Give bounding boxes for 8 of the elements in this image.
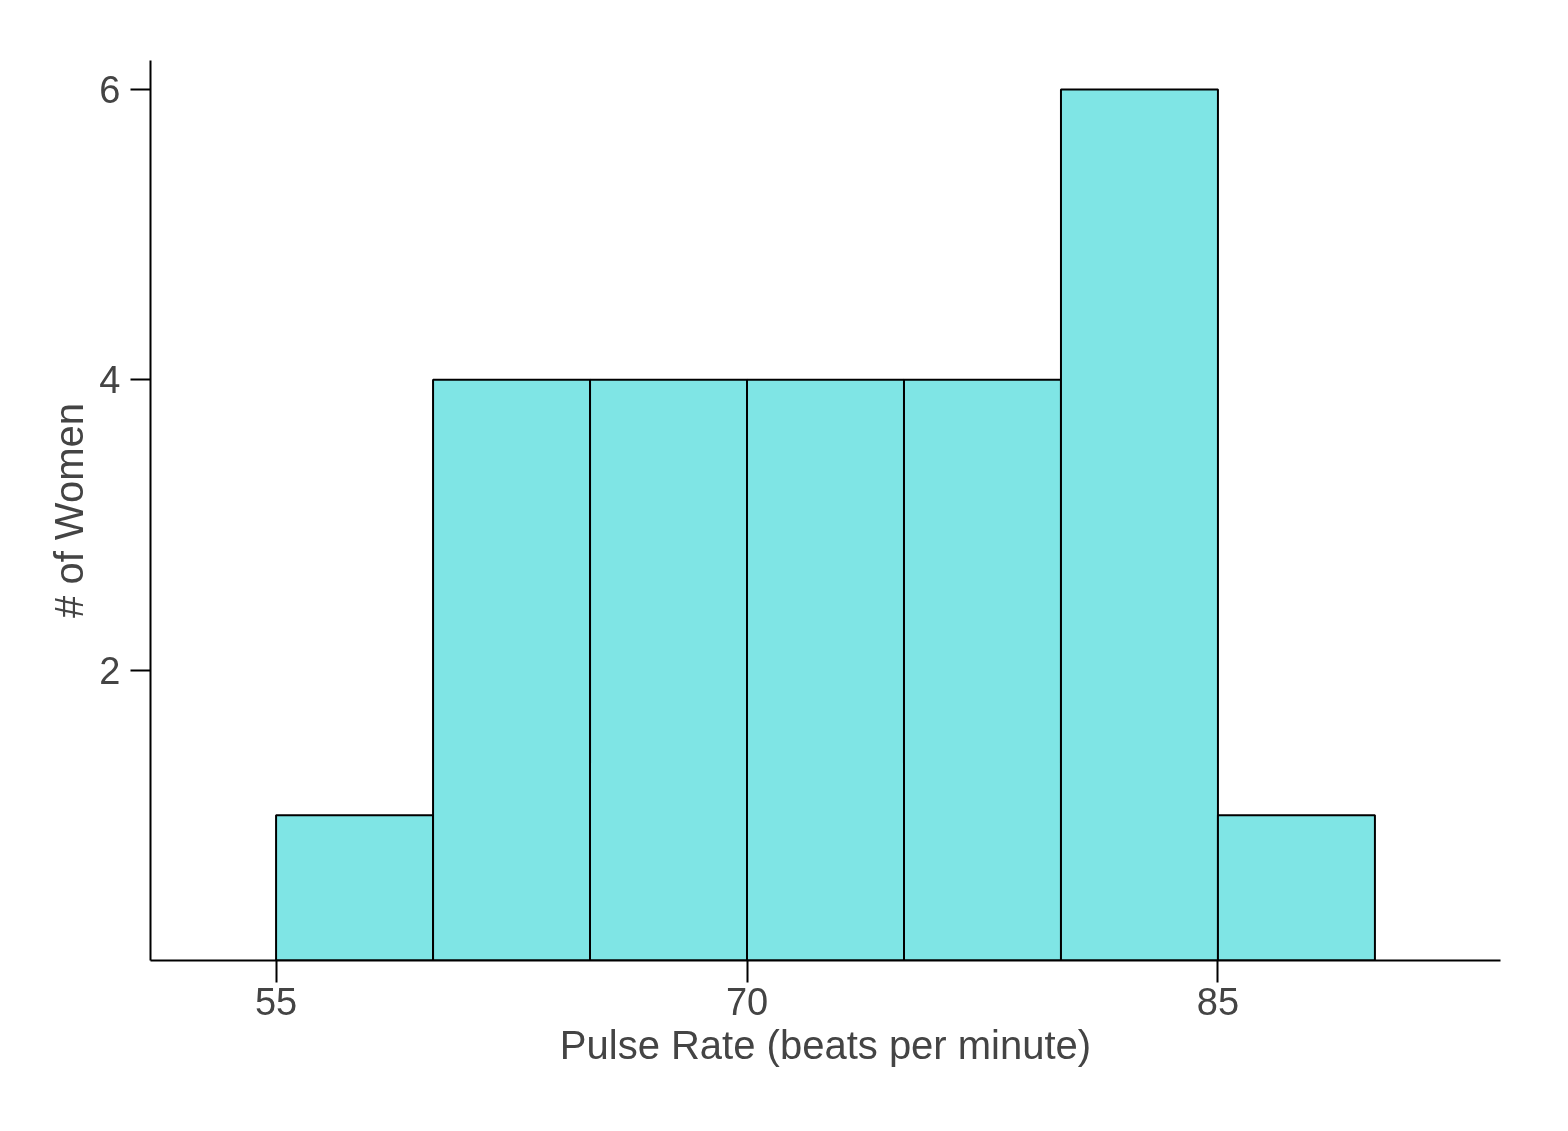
y-tick-label: 2 [99,649,121,692]
x-tick-label: 70 [725,980,769,1023]
y-tick-label: 4 [99,359,121,402]
y-axis-title: # of Women [47,403,92,618]
x-tick-label: 85 [1196,980,1240,1023]
x-tick-label: 55 [254,980,298,1023]
x-axis-title: Pulse Rate (beats per minute) [559,1022,1092,1067]
y-tick-label: 6 [99,69,121,112]
